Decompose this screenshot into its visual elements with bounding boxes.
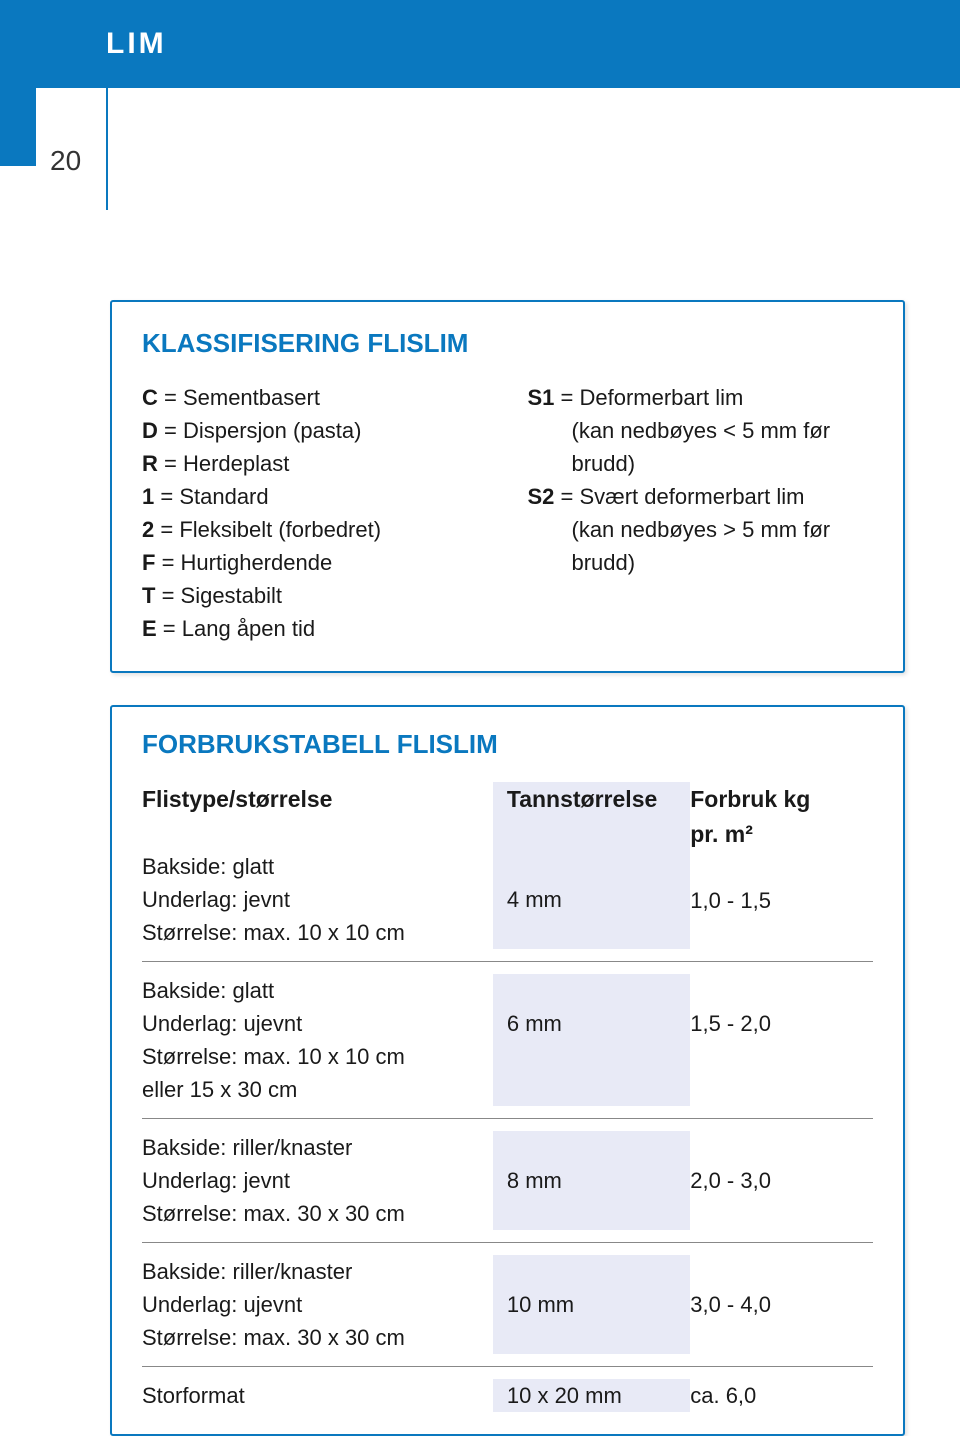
classification-right-item: S1 = Deformerbart lim bbox=[528, 381, 874, 414]
table-cell-notch: 6 mm bbox=[493, 974, 690, 1106]
classification-code: 1 bbox=[142, 484, 154, 509]
classification-code: S1 bbox=[528, 385, 555, 410]
table-cell-type: Flistype/størrelse Bakside: glattUnderla… bbox=[142, 782, 493, 949]
classification-text: = Herdeplast bbox=[158, 451, 289, 476]
classification-right-item: S2 = Svært deformerbart lim bbox=[528, 480, 874, 513]
classification-code: 2 bbox=[142, 517, 154, 542]
classification-left-item: R = Herdeplast bbox=[142, 447, 488, 480]
table-cell-line: eller 15 x 30 cm bbox=[142, 1073, 493, 1106]
table-cell-notch: 8 mm bbox=[493, 1131, 690, 1230]
classification-code: E bbox=[142, 616, 157, 641]
classification-text: = Dispersjon (pasta) bbox=[158, 418, 362, 443]
table-cell-line: Storformat bbox=[142, 1379, 493, 1412]
table-cell-line: Bakside: riller/knaster bbox=[142, 1131, 493, 1164]
classification-left-item: T = Sigestabilt bbox=[142, 579, 488, 612]
classification-columns: C = SementbasertD = Dispersjon (pasta)R … bbox=[142, 381, 873, 645]
notch-value: 8 mm bbox=[507, 1164, 690, 1197]
page-number: 20 bbox=[50, 145, 81, 177]
table-row: Storformat 10 x 20 mmca. 6,0 bbox=[142, 1367, 873, 1424]
blue-strip bbox=[0, 88, 36, 166]
table-cell-usage: Forbruk kgpr. m² 1,0 - 1,5 bbox=[690, 782, 873, 949]
table-cell-line: Størrelse: max. 30 x 30 cm bbox=[142, 1321, 493, 1354]
usage-value: 3,0 - 4,0 bbox=[690, 1288, 873, 1321]
usage-value: 1,5 - 2,0 bbox=[690, 1007, 873, 1040]
table-row: Bakside: glattUnderlag: ujevntStørrelse:… bbox=[142, 962, 873, 1119]
classification-title: KLASSIFISERING FLISLIM bbox=[142, 328, 873, 359]
table-cell-usage: ca. 6,0 bbox=[690, 1379, 873, 1412]
classification-text: (kan nedbøyes > 5 mm før brudd) bbox=[572, 517, 831, 575]
classification-text: = Svært deformerbart lim bbox=[554, 484, 804, 509]
classification-box: KLASSIFISERING FLISLIM C = SementbasertD… bbox=[110, 300, 905, 673]
classification-left-item: F = Hurtigherdende bbox=[142, 546, 488, 579]
notch-value: 10 mm bbox=[507, 1288, 690, 1321]
table-row: Flistype/størrelse Bakside: glattUnderla… bbox=[142, 782, 873, 962]
classification-left-item: 2 = Fleksibelt (forbedret) bbox=[142, 513, 488, 546]
classification-code: T bbox=[142, 583, 155, 608]
table-cell-type: Bakside: riller/knasterUnderlag: jevntSt… bbox=[142, 1131, 493, 1230]
table-row: Bakside: riller/knasterUnderlag: ujevntS… bbox=[142, 1243, 873, 1367]
table-cell-notch: 10 x 20 mm bbox=[493, 1379, 690, 1412]
table-header-usage-unit: pr. m² bbox=[690, 817, 873, 852]
table-cell-type: Bakside: glattUnderlag: ujevntStørrelse:… bbox=[142, 974, 493, 1106]
classification-text: = Fleksibelt (forbedret) bbox=[154, 517, 381, 542]
usage-value: 1,0 - 1,5 bbox=[690, 884, 873, 917]
table-cell-notch: 10 mm bbox=[493, 1255, 690, 1354]
classification-left-item: 1 = Standard bbox=[142, 480, 488, 513]
table-cell-usage: 2,0 - 3,0 bbox=[690, 1131, 873, 1230]
classification-text: (kan nedbøyes < 5 mm før brudd) bbox=[572, 418, 831, 476]
classification-left-item: D = Dispersjon (pasta) bbox=[142, 414, 488, 447]
table-cell-line: Underlag: ujevnt bbox=[142, 1007, 493, 1040]
classification-code: F bbox=[142, 550, 155, 575]
classification-text: = Lang åpen tid bbox=[157, 616, 315, 641]
table-cell-usage: 3,0 - 4,0 bbox=[690, 1255, 873, 1354]
table-cell-line: Bakside: glatt bbox=[142, 850, 493, 883]
classification-right-item: (kan nedbøyes > 5 mm før brudd) bbox=[528, 513, 874, 579]
top-banner: LIM bbox=[0, 0, 960, 88]
classification-left-item: C = Sementbasert bbox=[142, 381, 488, 414]
classification-text: = Deformerbart lim bbox=[554, 385, 743, 410]
consumption-table: Flistype/størrelse Bakside: glattUnderla… bbox=[142, 782, 873, 1424]
table-header-usage: Forbruk kg bbox=[690, 782, 873, 817]
table-cell-line: Underlag: ujevnt bbox=[142, 1288, 493, 1321]
classification-code: D bbox=[142, 418, 158, 443]
table-cell-line: Underlag: jevnt bbox=[142, 1164, 493, 1197]
table-cell-line: Størrelse: max. 10 x 10 cm bbox=[142, 1040, 493, 1073]
table-cell-type: Storformat bbox=[142, 1379, 493, 1412]
table-cell-line: Bakside: riller/knaster bbox=[142, 1255, 493, 1288]
notch-value: 4 mm bbox=[507, 883, 690, 916]
notch-value: 10 x 20 mm bbox=[507, 1379, 690, 1412]
classification-text: = Sementbasert bbox=[158, 385, 320, 410]
classification-left-col: C = SementbasertD = Dispersjon (pasta)R … bbox=[142, 381, 488, 645]
table-header-notch: Tannstørrelse bbox=[507, 782, 690, 817]
classification-text: = Hurtigherdende bbox=[155, 550, 332, 575]
classification-text: = Sigestabilt bbox=[155, 583, 282, 608]
notch-value: 6 mm bbox=[507, 1007, 690, 1040]
table-row: Bakside: riller/knasterUnderlag: jevntSt… bbox=[142, 1119, 873, 1243]
table-header-type: Flistype/størrelse bbox=[142, 782, 493, 817]
table-cell-line: Størrelse: max. 30 x 30 cm bbox=[142, 1197, 493, 1230]
classification-text: = Standard bbox=[154, 484, 268, 509]
table-cell-line: Bakside: glatt bbox=[142, 974, 493, 1007]
consumption-table-box: FORBRUKSTABELL FLISLIM Flistype/størrels… bbox=[110, 705, 905, 1436]
table-cell-line: Størrelse: max. 10 x 10 cm bbox=[142, 916, 493, 949]
table-cell-type: Bakside: riller/knasterUnderlag: ujevntS… bbox=[142, 1255, 493, 1354]
classification-left-item: E = Lang åpen tid bbox=[142, 612, 488, 645]
consumption-title: FORBRUKSTABELL FLISLIM bbox=[142, 729, 873, 760]
table-cell-line: Underlag: jevnt bbox=[142, 883, 493, 916]
banner-title: LIM bbox=[106, 27, 167, 61]
vertical-divider bbox=[106, 88, 108, 210]
table-cell-notch: Tannstørrelse 4 mm bbox=[493, 782, 690, 949]
classification-code: S2 bbox=[528, 484, 555, 509]
classification-code: R bbox=[142, 451, 158, 476]
table-cell-usage: 1,5 - 2,0 bbox=[690, 974, 873, 1106]
classification-right-col: S1 = Deformerbart lim (kan nedbøyes < 5 m… bbox=[528, 381, 874, 645]
usage-value: ca. 6,0 bbox=[690, 1379, 873, 1412]
classification-code: C bbox=[142, 385, 158, 410]
classification-right-item: (kan nedbøyes < 5 mm før brudd) bbox=[528, 414, 874, 480]
usage-value: 2,0 - 3,0 bbox=[690, 1164, 873, 1197]
